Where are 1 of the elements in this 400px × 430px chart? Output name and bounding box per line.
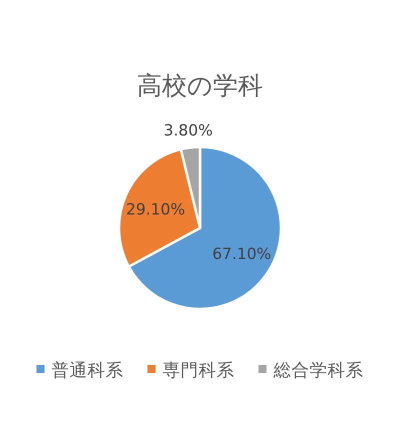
chart-title: 高校の学科 bbox=[137, 71, 263, 100]
